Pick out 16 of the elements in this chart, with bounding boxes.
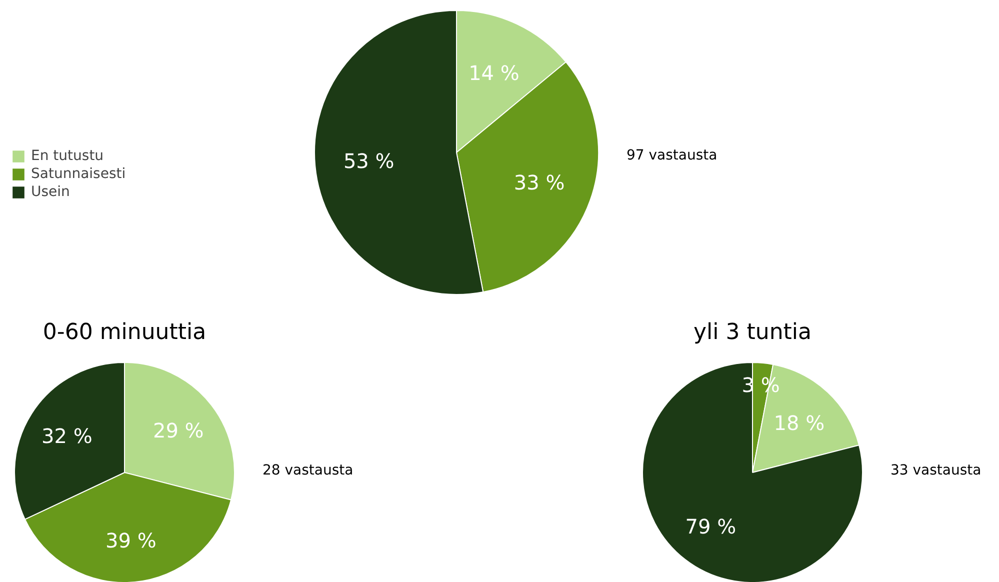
data-label: 18 % (774, 410, 825, 435)
text: 97 vastausta (626, 148, 718, 164)
legend-label: Satunnaisesti (31, 166, 126, 182)
data-label: 33 % (514, 170, 565, 194)
legend-label: Usein (31, 184, 70, 200)
data-label: 79 % (685, 514, 736, 538)
text: 33 vastausta (890, 462, 982, 478)
chart-title: 0-60 minuuttia (42, 320, 206, 345)
text: 28 vastausta (262, 462, 354, 478)
legend-label: En tutustu (31, 148, 104, 164)
data-label: 39 % (106, 528, 156, 552)
data-label: 32 % (42, 424, 92, 448)
data-label: 14 % (468, 60, 520, 85)
data-label: 29 % (152, 418, 204, 443)
chart-title: yli 3 tuntia (694, 320, 812, 345)
data-label: 53 % (343, 148, 394, 173)
